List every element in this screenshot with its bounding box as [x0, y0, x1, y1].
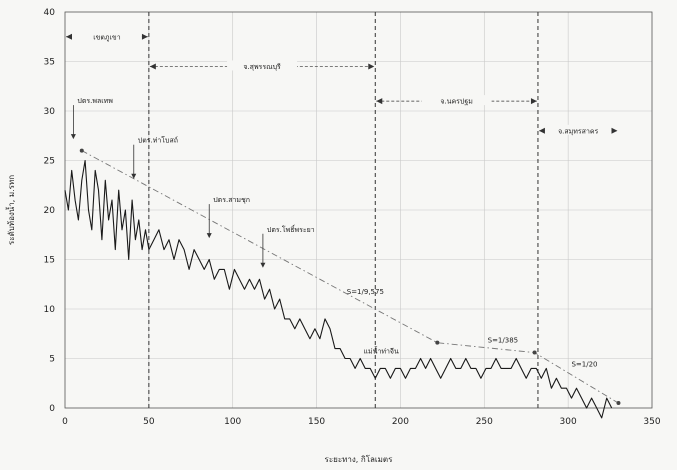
- bed-profile-line: [64, 159, 613, 419]
- slope-label: S=1/20: [571, 360, 597, 368]
- structure-label: ปตร.พลเทพ: [77, 97, 113, 105]
- y-tick-label: 25: [44, 157, 55, 167]
- x-tick-label: 200: [392, 417, 409, 427]
- structure-label: ปตร.โพธิ์พระยา: [267, 224, 315, 234]
- x-tick-label: 150: [308, 417, 325, 427]
- region-label-bg: [421, 95, 492, 106]
- x-axis-title: ระยะทาง, กิโลเมตร: [325, 454, 394, 464]
- region-label: จ.สมุทรสาคร: [558, 127, 598, 135]
- structure-label: ปตร.สามชุก: [213, 196, 250, 204]
- region-label: เขตภูเขา: [93, 33, 121, 41]
- region-label: จ.สุพรรณบุรี: [243, 63, 281, 71]
- x-tick-label: 300: [560, 417, 577, 427]
- region-arrow-head-left: [149, 63, 156, 70]
- region-label-bg: [544, 124, 612, 135]
- x-tick-label: 250: [476, 417, 493, 427]
- structure-label: ปตร.ท่าโบสถ์: [138, 136, 178, 145]
- y-tick-label: 40: [44, 8, 56, 18]
- region-label: จ.นครปฐม: [440, 98, 472, 106]
- slope-trend-point: [532, 350, 537, 355]
- region-label-bg: [72, 30, 142, 41]
- slope-label: S=1/9,575: [347, 288, 384, 296]
- y-tick-label: 20: [44, 206, 56, 216]
- y-tick-label: 5: [49, 355, 55, 365]
- slope-trend-point: [616, 401, 621, 406]
- river-label: แม่น้ำท่าจีน: [364, 345, 399, 356]
- region-arrow-head-left: [66, 33, 72, 40]
- x-tick-label: 0: [62, 417, 68, 427]
- slope-label: S=1/385: [488, 337, 518, 345]
- structure-callout-arrow: [260, 262, 266, 268]
- region-arrow-head-right: [368, 63, 375, 70]
- y-axis-title: ระดับท้องน้ำ, ม.รทก: [5, 175, 16, 245]
- slope-trend-point: [435, 340, 440, 345]
- region-arrow-head-left: [376, 98, 383, 105]
- grid: [65, 12, 652, 408]
- x-tick-label: 350: [643, 417, 660, 427]
- slope-trend-point: [79, 148, 84, 153]
- structure-callout-arrow: [206, 233, 212, 239]
- region-arrow-head-right: [530, 98, 537, 105]
- series: [64, 148, 621, 419]
- region-arrow-head-left: [538, 127, 545, 134]
- region-arrow-head-right: [611, 127, 618, 134]
- structure-callout-arrow: [131, 173, 137, 179]
- region-label-bg: [227, 60, 298, 71]
- y-tick-label: 30: [44, 107, 56, 117]
- axes: 0 50 100 150 200 250 300 350 0 5 10 15 20 25 30 35 40 ระย…: [5, 8, 661, 464]
- plot-frame: [64, 11, 653, 409]
- region-arrow-head-right: [141, 33, 148, 40]
- annotations: ปตร.พลเทพปตร.ท่าโบสถ์ปตร.สามชุกปตร.โพธิ์…: [70, 97, 598, 368]
- y-tick-label: 0: [49, 404, 55, 414]
- x-tick-label: 100: [224, 417, 241, 427]
- structure-callout-arrow: [70, 134, 76, 140]
- y-tick-label: 10: [44, 305, 56, 315]
- y-tick-label: 35: [44, 58, 55, 68]
- y-tick-label: 15: [44, 256, 55, 266]
- x-tick-label: 50: [143, 417, 155, 427]
